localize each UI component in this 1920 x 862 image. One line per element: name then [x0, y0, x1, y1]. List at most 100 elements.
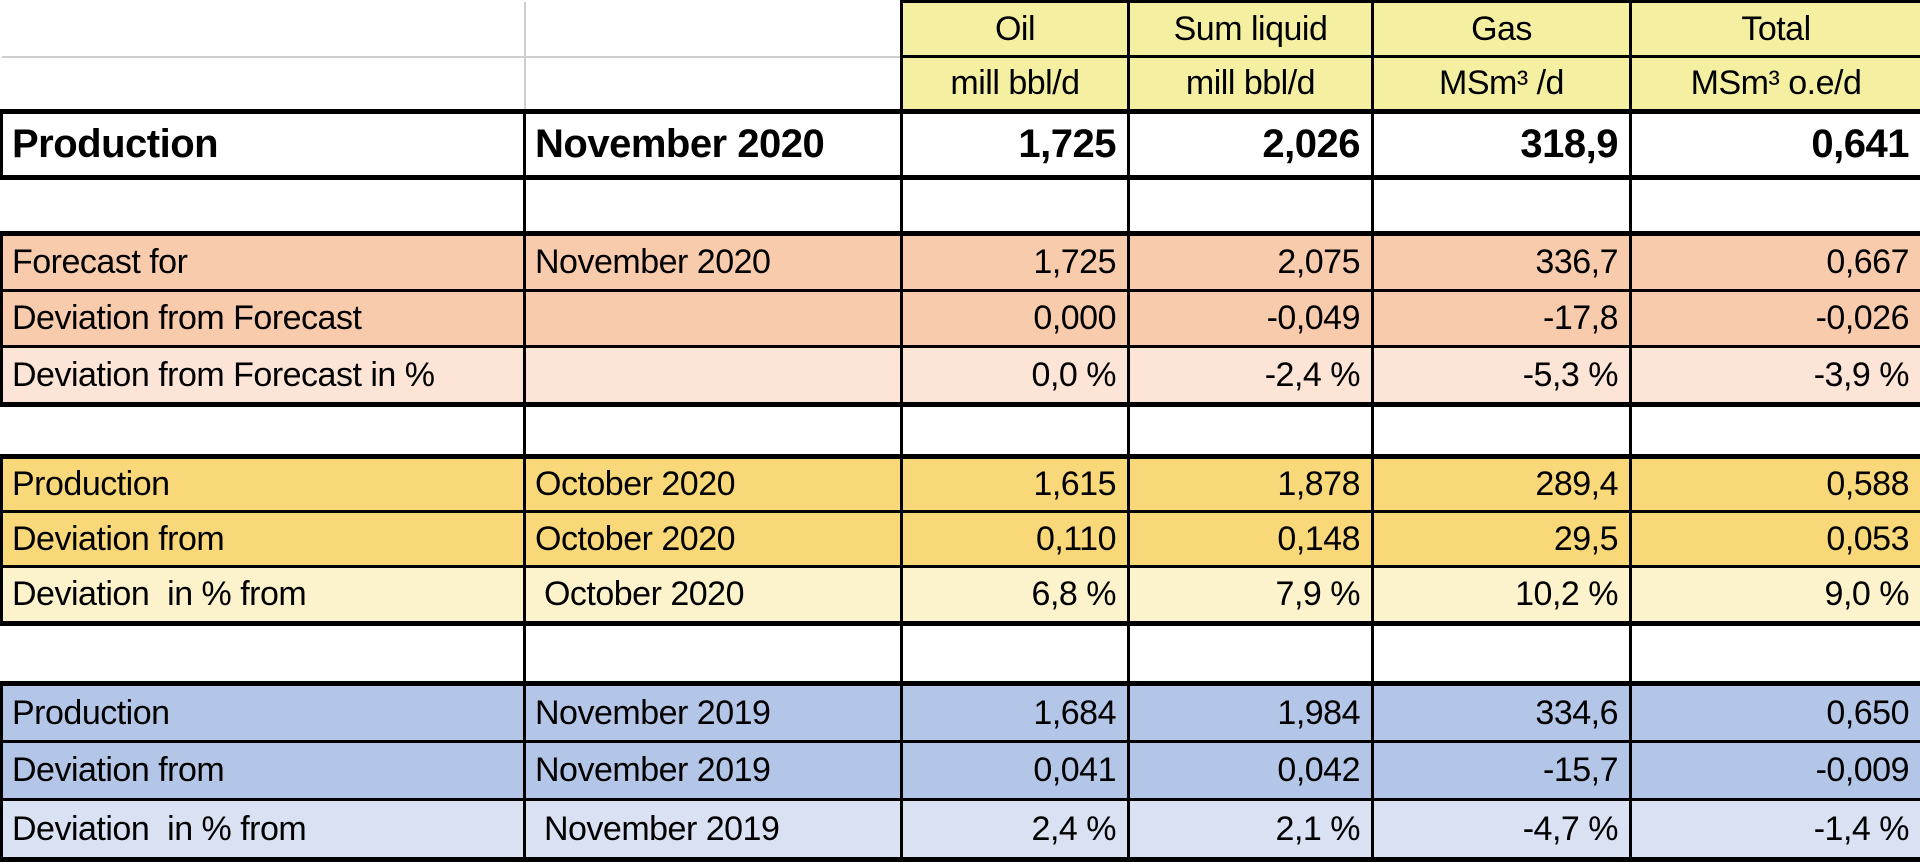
row-period-cell: October 2020 — [525, 457, 902, 512]
row-period-cell — [525, 291, 902, 347]
value-cell-oil: 2,4 % — [902, 800, 1129, 860]
value-cell-gas: 10,2 % — [1373, 567, 1631, 624]
spacer-cell — [1129, 405, 1373, 457]
value-cell-sum_liquid: 1,878 — [1129, 457, 1373, 512]
value-cell-gas: 29,5 — [1373, 512, 1631, 567]
blank-cell — [2, 2, 525, 57]
value-cell-gas: -5,3 % — [1373, 347, 1631, 405]
value-cell-gas: 318,9 — [1373, 112, 1631, 178]
spacer-cell — [1129, 624, 1373, 684]
value-cell-oil: 1,725 — [902, 112, 1129, 178]
spacer-cell — [1373, 178, 1631, 234]
value-cell-total: 0,650 — [1631, 684, 1920, 742]
value-cell-total: 0,667 — [1631, 234, 1920, 291]
spacer-cell — [902, 178, 1129, 234]
spacer-cell — [2, 405, 525, 457]
value-cell-total: -1,4 % — [1631, 800, 1920, 860]
row-period-cell: October 2020 — [525, 567, 902, 624]
value-cell-oil: 6,8 % — [902, 567, 1129, 624]
column-unit-oil: mill bbl/d — [902, 57, 1129, 112]
spacer-cell — [1631, 405, 1920, 457]
table-row: Deviation from Forecast in %0,0 %-2,4 %-… — [2, 347, 1920, 405]
row-label-cell: Forecast for — [2, 234, 525, 291]
column-header-sum-liquid: Sum liquid — [1129, 2, 1373, 57]
value-cell-sum_liquid: 2,075 — [1129, 234, 1373, 291]
value-cell-gas: -17,8 — [1373, 291, 1631, 347]
units-row: mill bbl/d mill bbl/d MSm³ /d MSm³ o.e/d — [2, 57, 1920, 112]
spacer-cell — [525, 624, 902, 684]
value-cell-sum_liquid: 2,026 — [1129, 112, 1373, 178]
row-period-cell: November 2019 — [525, 800, 902, 860]
value-cell-oil: 0,000 — [902, 291, 1129, 347]
spacer-cell — [2, 178, 525, 234]
value-cell-total: -0,009 — [1631, 742, 1920, 800]
spacer-cell — [2, 624, 525, 684]
row-period-cell: November 2019 — [525, 684, 902, 742]
value-cell-oil: 0,041 — [902, 742, 1129, 800]
value-cell-sum_liquid: -2,4 % — [1129, 347, 1373, 405]
value-cell-oil: 1,615 — [902, 457, 1129, 512]
header-row: Oil Sum liquid Gas Total — [2, 2, 1920, 57]
value-cell-gas: 334,6 — [1373, 684, 1631, 742]
spacer-cell — [902, 624, 1129, 684]
spacer-cell — [1129, 178, 1373, 234]
row-label-cell: Deviation in % from — [2, 567, 525, 624]
value-cell-total: 0,588 — [1631, 457, 1920, 512]
blank-cell — [525, 57, 902, 112]
spacer-cell — [525, 405, 902, 457]
row-label-cell: Deviation in % from — [2, 800, 525, 860]
spacer-cell — [1373, 624, 1631, 684]
row-label-cell: Production — [2, 457, 525, 512]
value-cell-total: -3,9 % — [1631, 347, 1920, 405]
spacer-cell — [525, 178, 902, 234]
row-period-cell: October 2020 — [525, 512, 902, 567]
row-period-cell: November 2020 — [525, 112, 902, 178]
row-label-cell: Deviation from — [2, 512, 525, 567]
value-cell-sum_liquid: 7,9 % — [1129, 567, 1373, 624]
spacer-row — [2, 624, 1920, 684]
value-cell-sum_liquid: 0,042 — [1129, 742, 1373, 800]
blank-cell — [2, 57, 525, 112]
blank-cell — [525, 2, 902, 57]
value-cell-sum_liquid: 2,1 % — [1129, 800, 1373, 860]
spacer-row — [2, 405, 1920, 457]
value-cell-gas: 336,7 — [1373, 234, 1631, 291]
value-cell-total: 9,0 % — [1631, 567, 1920, 624]
value-cell-oil: 0,0 % — [902, 347, 1129, 405]
value-cell-sum_liquid: 1,984 — [1129, 684, 1373, 742]
value-cell-total: -0,026 — [1631, 291, 1920, 347]
value-cell-oil: 0,110 — [902, 512, 1129, 567]
value-cell-oil: 1,725 — [902, 234, 1129, 291]
row-label-cell: Production — [2, 684, 525, 742]
column-header-total: Total — [1631, 2, 1920, 57]
row-period-cell: November 2019 — [525, 742, 902, 800]
spacer-cell — [1631, 624, 1920, 684]
spacer-cell — [1373, 405, 1631, 457]
column-header-gas: Gas — [1373, 2, 1631, 57]
spacer-cell — [902, 405, 1129, 457]
value-cell-oil: 1,684 — [902, 684, 1129, 742]
row-label-cell: Deviation from Forecast — [2, 291, 525, 347]
spacer-cell — [1631, 178, 1920, 234]
value-cell-gas: -15,7 — [1373, 742, 1631, 800]
column-header-oil: Oil — [902, 2, 1129, 57]
value-cell-total: 0,053 — [1631, 512, 1920, 567]
value-cell-sum_liquid: 0,148 — [1129, 512, 1373, 567]
value-cell-gas: 289,4 — [1373, 457, 1631, 512]
spacer-row — [2, 178, 1920, 234]
row-label-cell: Deviation from — [2, 742, 525, 800]
row-period-cell — [525, 347, 902, 405]
row-label-cell: Production — [2, 112, 525, 178]
column-unit-gas: MSm³ /d — [1373, 57, 1631, 112]
column-unit-total: MSm³ o.e/d — [1631, 57, 1920, 112]
